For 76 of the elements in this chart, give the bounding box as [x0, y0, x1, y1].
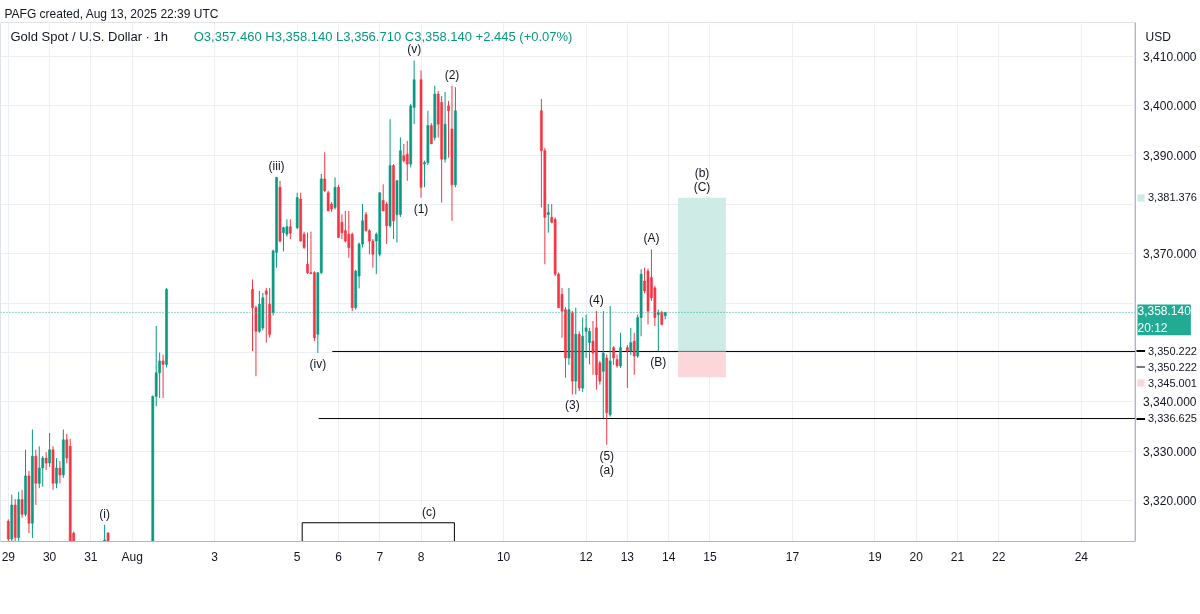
y-tick-label: 3,330.000 [1143, 444, 1197, 459]
annotation: (2) [444, 67, 460, 82]
x-tick-label: 8 [417, 549, 425, 564]
annotation: (iv) [309, 357, 327, 372]
text: O3,357.460 H3,358.140 L3,356.710 C3,358.140 +2.445 (+0.07%) [193, 29, 573, 44]
candlestick [430, 122, 433, 145]
candlestick [323, 151, 327, 193]
x-tick-label: 3 [211, 549, 219, 564]
candlestick [656, 309, 660, 352]
candlestick [58, 460, 62, 484]
annotation: (c) [422, 504, 437, 519]
candlestick [546, 203, 550, 234]
candlestick [289, 218, 292, 240]
legend-label: 3,345.001 [1148, 376, 1197, 389]
text: PAFG created, Aug 13, 2025 22:39 UTC [4, 7, 219, 21]
x-tick-label: 21 [950, 549, 965, 564]
candlestick [333, 176, 337, 210]
annotation: (4) [589, 293, 604, 308]
candlestick [306, 232, 309, 275]
ref-line-label: 3,358.140 20:12 [1137, 304, 1192, 336]
candlestick [6, 518, 10, 542]
x-tick-label: 15 [703, 549, 717, 564]
x-tick-label: 29 [1, 549, 16, 564]
annotation: (b) [694, 165, 710, 180]
annotation: (a) [599, 462, 615, 477]
candlestick [282, 226, 285, 252]
x-tick-label: 13 [620, 549, 635, 564]
annotation: (C) [693, 179, 711, 194]
y-tick-label: 3,410.000 [1143, 50, 1197, 65]
candlestick [629, 327, 633, 356]
x-tick-label: 6 [335, 549, 343, 564]
y-axis-title: USD [1145, 29, 1172, 44]
annotation: (A) [643, 231, 660, 246]
x-tick-label: 31 [84, 549, 98, 564]
annotation: (5) [599, 448, 615, 463]
x-tick-label: 7 [376, 549, 384, 564]
text: Gold Spot / U.S. Dollar · 1h [10, 29, 169, 44]
candlestick [385, 201, 388, 245]
y-tick-label: 3,390.000 [1143, 148, 1197, 163]
annotation: (iii) [268, 158, 285, 173]
x-tick-label: 17 [785, 549, 800, 564]
annotation: (v) [407, 42, 422, 57]
x-tick-label: 30 [42, 549, 57, 564]
candlestick [20, 489, 24, 519]
candlestick [55, 457, 58, 489]
legend-label: 3,381.376 [1148, 191, 1197, 204]
candlestick [591, 320, 595, 376]
annotation: (1) [413, 201, 429, 216]
candlestick [632, 332, 636, 376]
candlestick [48, 432, 51, 468]
candlestick [326, 190, 330, 212]
candlestick [405, 140, 409, 182]
candlestick [612, 345, 615, 366]
annotation: (3) [565, 398, 580, 413]
annotation: (i) [99, 506, 110, 521]
y-tick-label: 3,370.000 [1143, 247, 1197, 262]
y-tick-label: 3,340.000 [1143, 395, 1197, 410]
candlestick [402, 143, 406, 164]
x-tick-label: 20 [909, 549, 924, 564]
candlestick [37, 445, 41, 489]
y-tick-label: 3,400.000 [1143, 99, 1197, 114]
y-tick-label: 3,320.000 [1143, 494, 1197, 509]
annotation: (B) [650, 355, 667, 370]
x-tick-label: Aug [121, 549, 143, 564]
candlestick [626, 344, 629, 389]
legend-label: 3,350.222 [1148, 344, 1197, 357]
x-tick-label: 5 [293, 549, 301, 564]
x-tick-label: 10 [496, 549, 511, 564]
x-tick-label: 14 [661, 549, 676, 564]
legend-label: 3,336.625 [1148, 412, 1197, 425]
x-tick-label: 12 [579, 549, 594, 564]
candlestick [619, 332, 622, 369]
x-tick-label: 19 [868, 549, 882, 564]
x-tick-label: 24 [1074, 549, 1089, 564]
legend-label: 3,350.222 [1148, 360, 1197, 373]
x-tick-label: 22 [992, 549, 1006, 564]
